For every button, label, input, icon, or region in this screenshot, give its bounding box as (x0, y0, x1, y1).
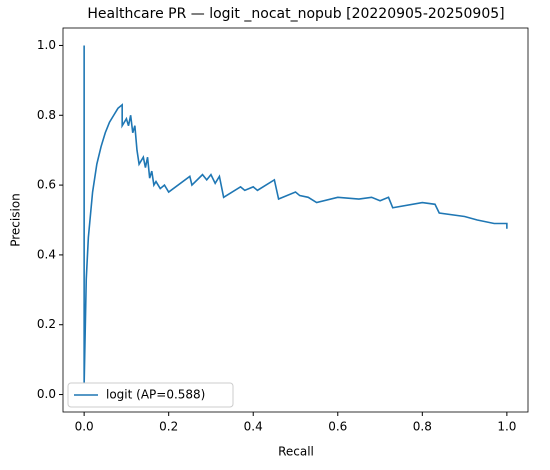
pr-line (83, 45, 508, 385)
x-tick-label: 0.0 (75, 420, 94, 434)
y-tick-label: 0.6 (37, 178, 56, 192)
chart-title: Healthcare PR — logit _nocat_nopub [2022… (87, 6, 504, 22)
legend-box (67, 382, 234, 408)
x-axis-label: Recall (278, 445, 314, 459)
y-tick-label: 0.0 (37, 387, 56, 401)
y-tick-label: 1.0 (37, 38, 56, 52)
x-tick-label: 0.8 (413, 420, 432, 434)
x-tick-label: 0.6 (328, 420, 347, 434)
y-axis-label: Precision (9, 193, 23, 247)
x-tick-label: 1.0 (497, 420, 516, 434)
plot-area (62, 27, 529, 413)
y-tick-label: 0.8 (37, 108, 56, 122)
x-tick-label: 0.4 (244, 420, 263, 434)
x-tick-label: 0.2 (159, 420, 178, 434)
y-tick-label: 0.2 (37, 317, 56, 331)
legend-label: logit (AP=0.588) (106, 388, 205, 402)
y-tick-label: 0.4 (37, 247, 56, 261)
